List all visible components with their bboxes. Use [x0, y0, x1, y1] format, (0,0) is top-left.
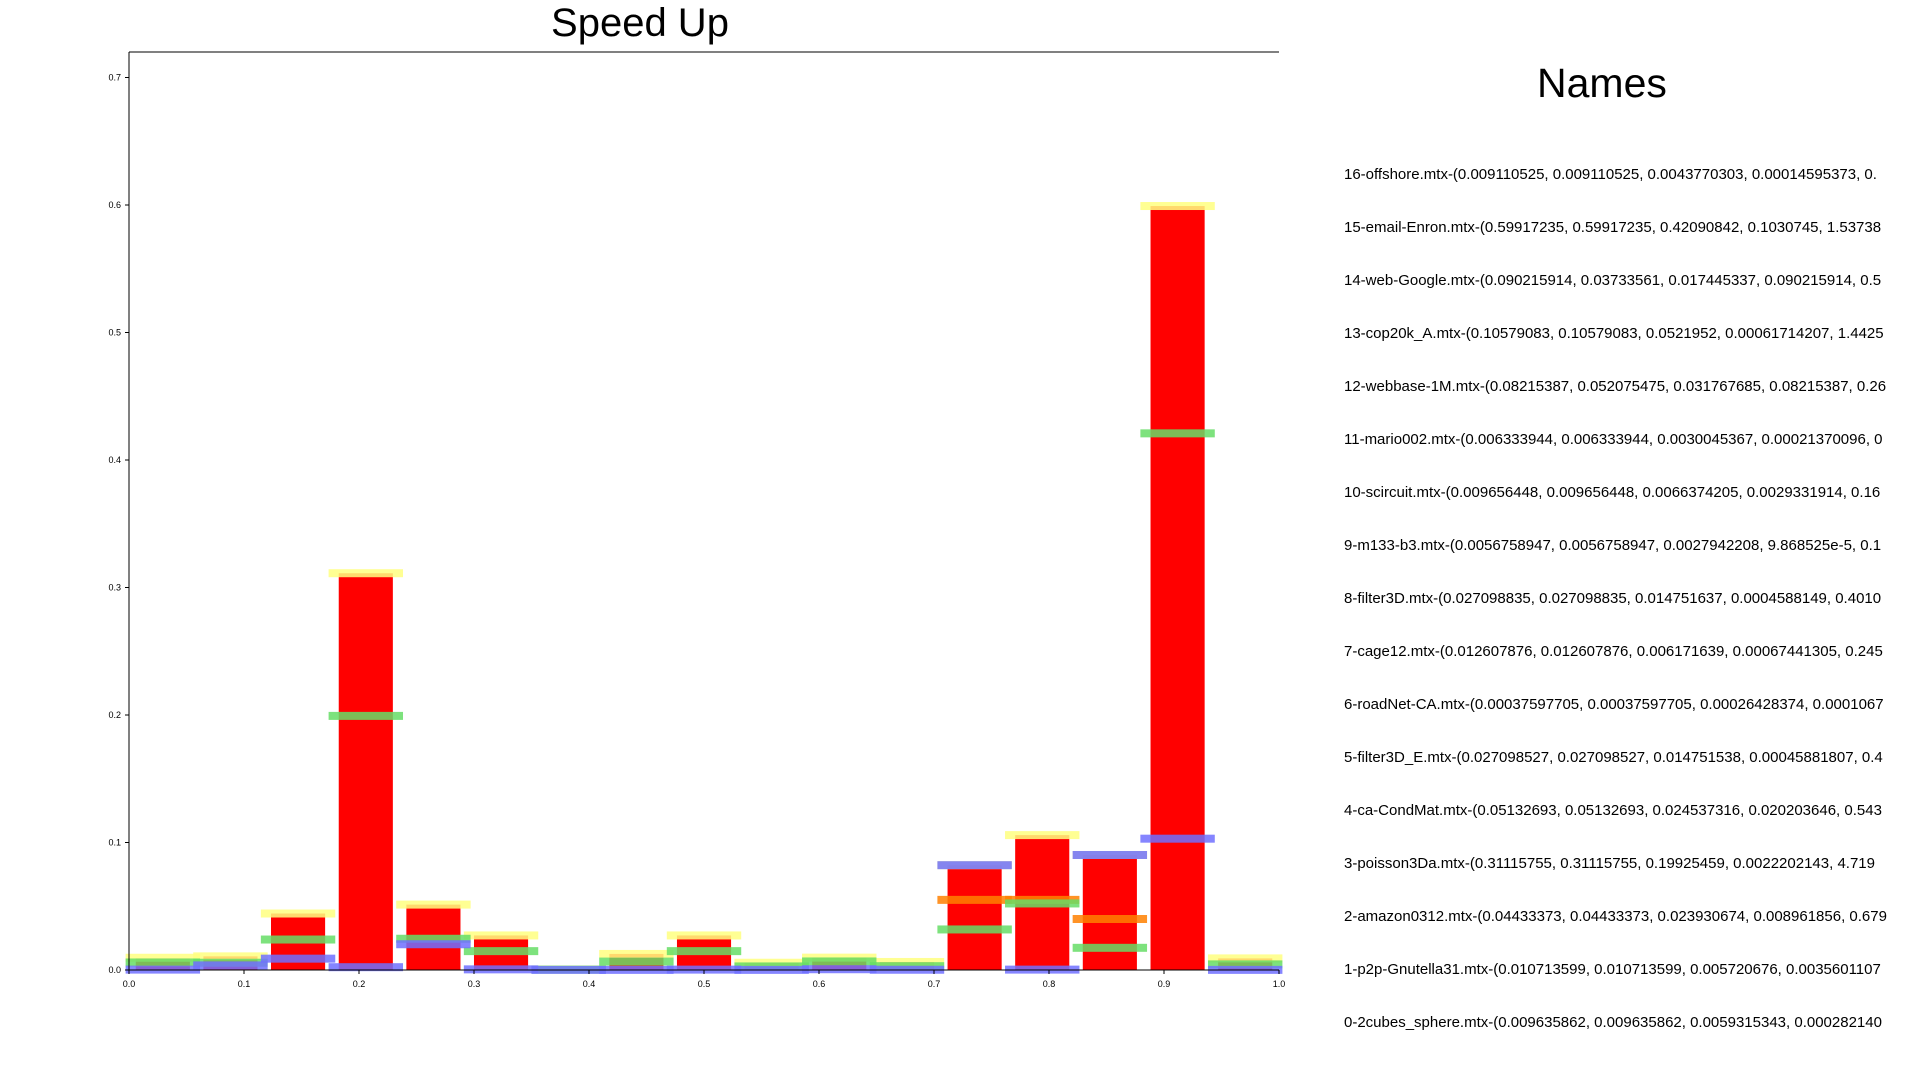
marker-yellow-3	[328, 569, 404, 578]
y-tick-label-5: 0.5	[108, 328, 121, 338]
marker-yellow-7	[599, 949, 674, 958]
bar-12	[947, 865, 1002, 970]
names-title: Names	[1537, 60, 1667, 106]
names-list-item: 12-webbase-1M.mtx-(0.08215387, 0.0520754…	[1344, 378, 1887, 395]
marker-yellow-16	[1207, 954, 1283, 963]
x-tick-label-2: 0.2	[353, 979, 366, 989]
marker-yellow-5	[463, 931, 539, 940]
y-tick-label-7: 0.7	[108, 73, 121, 83]
names-list-item: 7-cage12.mtx-(0.012607876, 0.012607876, …	[1344, 643, 1883, 660]
names-list-item: 15-email-Enron.mtx-(0.59917235, 0.599172…	[1344, 219, 1882, 236]
marker-blue-1	[193, 961, 268, 970]
marker-blue-14	[1072, 850, 1148, 859]
marker-blue-2	[260, 954, 336, 963]
x-tick-label-9: 0.9	[1158, 979, 1171, 989]
names-list-item: 9-m133-b3.mtx-(0.0056758947, 0.005675894…	[1344, 537, 1882, 554]
y-tick-label-4: 0.4	[108, 455, 121, 465]
names-list-item: 14-web-Google.mtx-(0.090215914, 0.037335…	[1344, 272, 1882, 289]
names-list-item: 11-mario002.mtx-(0.006333944, 0.00633394…	[1344, 431, 1883, 448]
x-tick-label-8: 0.8	[1043, 979, 1056, 989]
y-tick-label-6: 0.6	[108, 200, 121, 210]
y-tick-label-3: 0.3	[108, 583, 121, 593]
marker-yellow-15	[1140, 202, 1215, 211]
marker-green-2	[260, 935, 336, 944]
marker-green-3	[328, 711, 404, 720]
marker-yellow-0	[125, 953, 201, 962]
marker-yellow-1	[193, 952, 268, 961]
x-tick-label-3: 0.3	[468, 979, 481, 989]
bar-14	[1082, 854, 1137, 970]
x-tick-label-1: 0.1	[238, 979, 251, 989]
names-list-item: 1-p2p-Gnutella31.mtx-(0.010713599, 0.010…	[1344, 961, 1881, 978]
marker-green-4	[396, 934, 471, 943]
names-list-item: 5-filter3D_E.mtx-(0.027098527, 0.0270985…	[1344, 749, 1883, 766]
x-tick-label-4: 0.4	[583, 979, 596, 989]
marker-yellow-4	[396, 900, 471, 909]
names-list-item: 6-roadNet-CA.mtx-(0.00037597705, 0.00037…	[1344, 696, 1884, 713]
x-tick-label-7: 0.7	[928, 979, 941, 989]
markers-layer	[125, 202, 1283, 974]
names-list-item: 3-poisson3Da.mtx-(0.31115755, 0.31115755…	[1344, 855, 1875, 872]
y-tick-label-0: 0.0	[108, 965, 121, 975]
marker-green-15	[1140, 429, 1215, 438]
marker-yellow-11	[869, 957, 945, 966]
x-tick-label-5: 0.5	[698, 979, 711, 989]
y-tick-label-1: 0.1	[108, 838, 121, 848]
names-list-item: 4-ca-CondMat.mtx-(0.05132693, 0.05132693…	[1344, 802, 1882, 819]
marker-blue-10	[802, 965, 877, 974]
names-list-item: 8-filter3D.mtx-(0.027098835, 0.027098835…	[1344, 590, 1882, 607]
marker-green-16	[1207, 960, 1283, 969]
marker-green-5	[463, 947, 539, 956]
x-tick-label-10: 1.0	[1273, 979, 1286, 989]
chart-title: Speed Up	[551, 1, 729, 45]
marker-green-10	[802, 957, 877, 966]
names-list-item: 2-amazon0312.mtx-(0.04433373, 0.04433373…	[1344, 908, 1887, 925]
axes-layer: 0.0 0.1 0.2 0.3 0.4 0.5 0.6 0.7 0.8 0.9 1.0 0.0 0.1 0…	[108, 51, 1286, 989]
marker-green-8	[666, 947, 742, 956]
marker-yellow-8	[666, 931, 742, 940]
names-list-item: 0-2cubes_sphere.mtx-(0.009635862, 0.0096…	[1344, 1014, 1882, 1031]
marker-blue-15	[1140, 834, 1215, 843]
marker-blue-12	[937, 861, 1012, 870]
marker-blue-5	[463, 965, 539, 974]
x-tick-label-0: 0.0	[123, 979, 136, 989]
marker-blue-4	[396, 940, 471, 949]
marker-orange-12	[937, 895, 1012, 904]
marker-green-7	[599, 957, 674, 966]
speedup-chart: Speed Up 0.0 0.1 0.2 0.3 0.4 0.5 0.6 0.7 0.8 0.9 1…	[108, 1, 1286, 989]
marker-yellow-13	[1005, 831, 1080, 840]
names-list-item: 13-cop20k_A.mtx-(0.10579083, 0.10579083,…	[1344, 325, 1884, 342]
marker-blue-3	[328, 963, 404, 972]
bar-3	[338, 573, 393, 970]
x-tick-label-6: 0.6	[813, 979, 826, 989]
marker-yellow-2	[260, 909, 336, 918]
y-tick-label-2: 0.2	[108, 710, 121, 720]
names-list-item: 10-scircuit.mtx-(0.009656448, 0.00965644…	[1344, 484, 1881, 501]
bar-15	[1150, 206, 1205, 970]
marker-green-14	[1072, 943, 1148, 952]
marker-green-0	[125, 958, 201, 967]
marker-green-13	[1005, 899, 1080, 908]
names-list-item: 16-offshore.mtx-(0.009110525, 0.00911052…	[1344, 166, 1877, 183]
names-list: 16-offshore.mtx-(0.009110525, 0.00911052…	[1344, 162, 1920, 1063]
marker-orange-14	[1072, 915, 1148, 923]
marker-green-12	[937, 925, 1012, 934]
